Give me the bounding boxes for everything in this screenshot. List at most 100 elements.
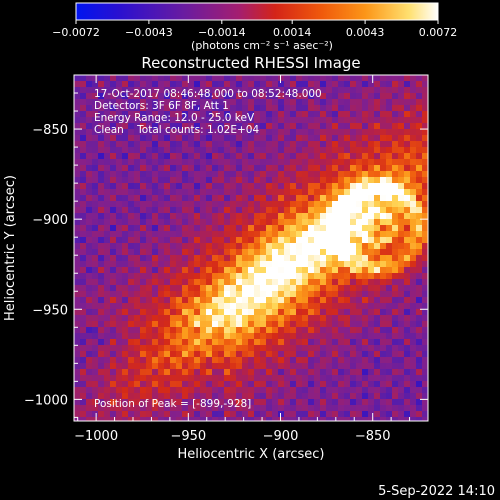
heatmap-cell xyxy=(398,99,405,106)
heatmap-cell xyxy=(308,213,315,220)
heatmap-cell xyxy=(338,339,345,346)
heatmap-cell xyxy=(110,381,117,388)
heatmap-cell xyxy=(374,81,381,88)
heatmap-cell xyxy=(98,303,105,310)
heatmap-cell xyxy=(110,417,117,421)
heatmap-cell xyxy=(122,357,129,364)
heatmap-cell xyxy=(284,183,291,190)
heatmap-cell xyxy=(326,159,333,166)
heatmap-cell xyxy=(362,291,369,298)
heatmap-cell xyxy=(284,237,291,244)
heatmap-cell xyxy=(362,159,369,166)
heatmap-cell xyxy=(80,261,87,268)
heatmap-cell xyxy=(386,291,393,298)
heatmap-cell xyxy=(356,165,363,172)
heatmap-cell xyxy=(404,147,411,154)
heatmap-cell xyxy=(230,243,237,250)
heatmap-cell xyxy=(326,417,333,421)
heatmap-cell xyxy=(152,147,159,154)
heatmap-cell xyxy=(350,399,357,406)
heatmap-cell xyxy=(410,105,417,112)
heatmap-cell xyxy=(164,159,171,166)
heatmap-cell xyxy=(164,153,171,160)
heatmap-cell xyxy=(422,261,428,268)
heatmap-cell xyxy=(158,405,165,412)
heatmap-cell xyxy=(350,375,357,382)
heatmap-cell xyxy=(404,249,411,256)
heatmap-cell xyxy=(248,87,255,94)
heatmap-cell xyxy=(332,405,339,412)
heatmap-cell xyxy=(176,303,183,310)
heatmap-cell xyxy=(296,75,303,82)
heatmap-cell xyxy=(170,81,177,88)
heatmap-cell xyxy=(314,93,321,100)
heatmap-cell xyxy=(404,375,411,382)
heatmap-cell xyxy=(296,327,303,334)
heatmap-cell xyxy=(74,399,81,406)
heatmap-cell xyxy=(308,297,315,304)
heatmap-cell xyxy=(224,237,231,244)
heatmap-cell xyxy=(296,231,303,238)
heatmap-cell xyxy=(308,255,315,262)
heatmap-cell xyxy=(134,153,141,160)
heatmap-cell xyxy=(224,387,231,394)
heatmap-cell xyxy=(230,369,237,376)
heatmap-cell xyxy=(302,117,309,124)
heatmap-cell xyxy=(272,75,279,82)
heatmap-cell xyxy=(374,261,381,268)
heatmap-cell xyxy=(302,159,309,166)
heatmap-cell xyxy=(74,345,81,352)
heatmap-cell xyxy=(86,87,93,94)
heatmap-cell xyxy=(338,87,345,94)
heatmap-cell xyxy=(182,303,189,310)
heatmap-cell xyxy=(206,147,213,154)
heatmap-cell xyxy=(380,243,387,250)
heatmap-cell xyxy=(332,273,339,280)
heatmap-cell xyxy=(368,87,375,94)
heatmap-cell xyxy=(332,219,339,226)
heatmap-cell xyxy=(86,339,93,346)
heatmap-cell xyxy=(188,129,195,136)
heatmap-cell xyxy=(302,177,309,184)
heatmap-cell xyxy=(74,135,81,142)
heatmap-cell xyxy=(332,213,339,220)
heatmap-cell xyxy=(140,417,147,421)
heatmap-cell xyxy=(248,159,255,166)
heatmap-cell xyxy=(338,351,345,358)
heatmap-cell xyxy=(134,387,141,394)
heatmap-cell xyxy=(242,411,249,418)
heatmap-cell xyxy=(206,165,213,172)
heatmap-cell xyxy=(122,375,129,382)
heatmap-cell xyxy=(188,123,195,130)
heatmap-cell xyxy=(74,381,81,388)
heatmap-cell xyxy=(98,291,105,298)
heatmap-cell xyxy=(92,93,99,100)
heatmap-cell xyxy=(410,213,417,220)
heatmap-cell xyxy=(338,99,345,106)
heatmap-cell xyxy=(314,105,321,112)
heatmap-cell xyxy=(326,93,333,100)
heatmap-cell xyxy=(404,135,411,142)
heatmap-cell xyxy=(80,141,87,148)
heatmap-cell xyxy=(200,231,207,238)
heatmap-cell xyxy=(170,225,177,232)
heatmap-cell xyxy=(326,399,333,406)
heatmap-cell xyxy=(242,243,249,250)
heatmap-cell xyxy=(242,393,249,400)
heatmap-cell xyxy=(140,249,147,256)
heatmap-cell xyxy=(158,297,165,304)
heatmap-cell xyxy=(272,363,279,370)
heatmap-cell xyxy=(122,147,129,154)
heatmap-cell xyxy=(164,213,171,220)
heatmap-cell xyxy=(290,81,297,88)
heatmap-cell xyxy=(416,339,423,346)
heatmap-cell xyxy=(182,255,189,262)
heatmap-cell xyxy=(86,75,93,82)
heatmap-cell xyxy=(200,303,207,310)
heatmap-cell xyxy=(290,411,297,418)
heatmap-cell xyxy=(290,369,297,376)
heatmap-cell xyxy=(272,351,279,358)
heatmap-cell xyxy=(146,189,153,196)
heatmap-cell xyxy=(188,213,195,220)
heatmap-cell xyxy=(392,171,399,178)
